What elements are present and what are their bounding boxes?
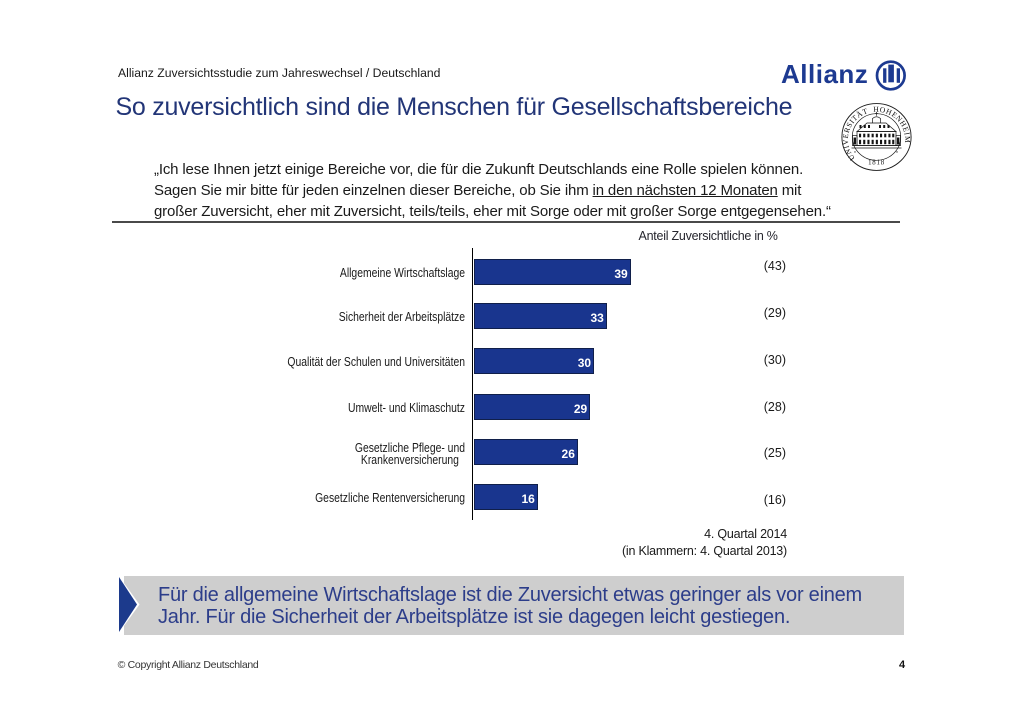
svg-text:*: *: [896, 151, 898, 157]
svg-text:*: *: [854, 151, 856, 157]
svg-text:1818: 1818: [868, 160, 885, 167]
